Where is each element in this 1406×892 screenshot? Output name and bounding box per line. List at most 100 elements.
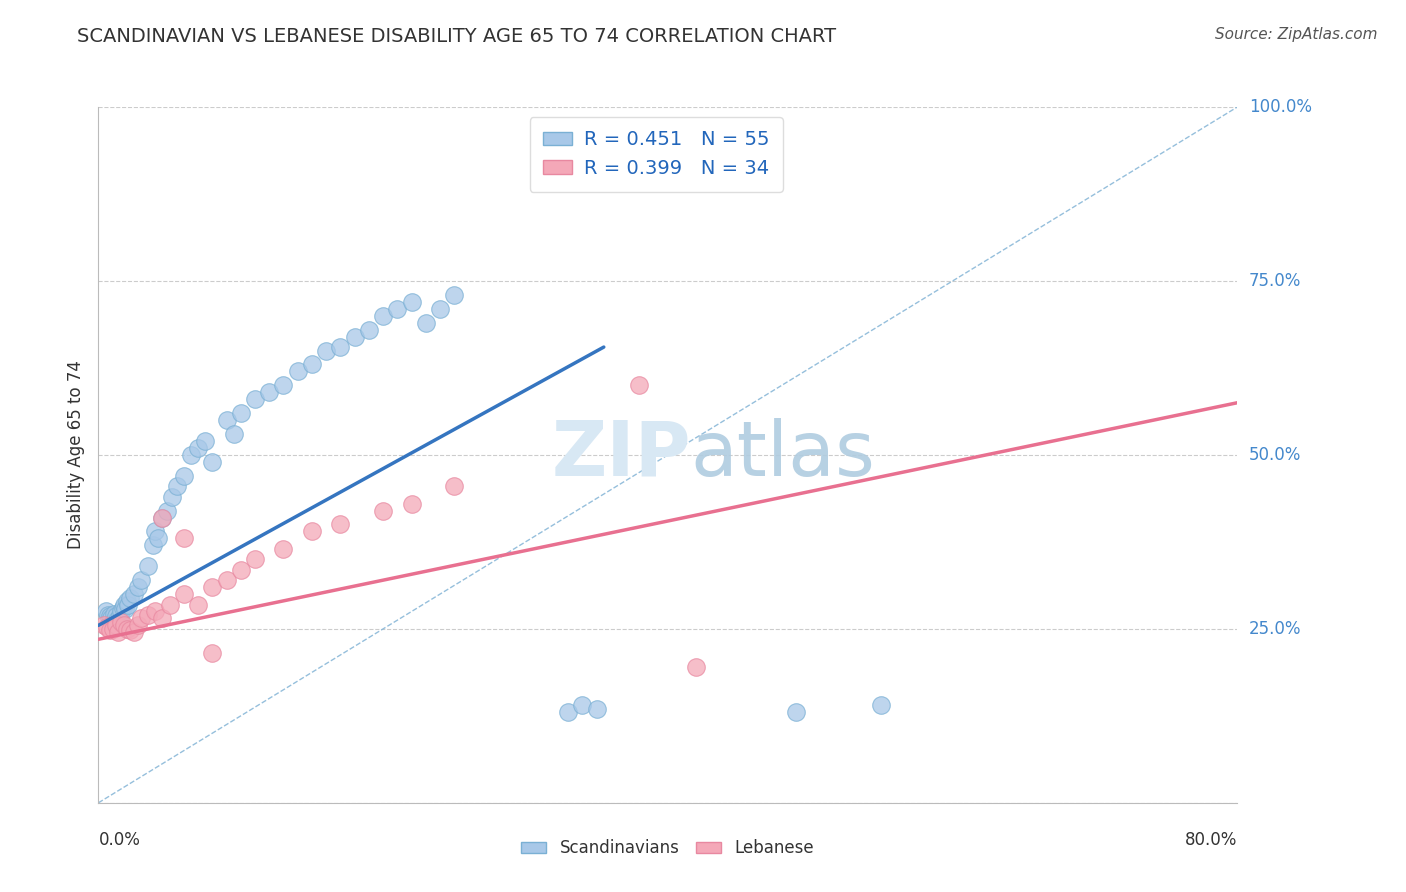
Text: ZIP: ZIP [551,418,690,491]
Point [98,624,121,638]
Point [273,541,295,556]
Point [127,580,149,594]
Point [97,607,120,622]
Point [315,343,337,358]
Point [108,607,131,622]
Point [112,598,135,612]
Point [162,490,184,504]
Point [215,573,238,587]
Point [118,591,141,605]
Point [301,358,323,372]
Point [105,613,128,627]
Point [373,503,395,517]
Point [111,601,134,615]
Point [101,615,124,629]
Point [104,609,127,624]
Point [229,563,252,577]
Point [115,594,138,608]
Point [243,392,266,407]
Text: 25.0%: 25.0% [1249,620,1301,638]
Point [387,301,409,316]
Text: 75.0%: 75.0% [1249,272,1301,290]
Point [107,625,129,640]
Point [94,605,117,619]
Point [103,607,125,621]
Point [785,706,807,720]
Point [273,378,295,392]
Point [429,301,451,316]
Point [141,538,163,552]
Point [118,624,141,638]
Point [259,385,281,400]
Point [129,611,152,625]
Point [110,605,132,619]
Point [148,532,170,546]
Point [215,413,238,427]
Point [114,602,136,616]
Point [100,611,122,625]
Y-axis label: Disability Age 65 to 74: Disability Age 65 to 74 [66,360,84,549]
Point [104,618,127,632]
Point [373,309,395,323]
Point [96,620,118,634]
Point [357,323,380,337]
Text: atlas: atlas [690,418,876,491]
Point [343,329,366,343]
Text: Source: ZipAtlas.com: Source: ZipAtlas.com [1215,27,1378,42]
Point [166,479,188,493]
Point [201,580,224,594]
Point [180,448,202,462]
Point [628,378,651,392]
Text: SCANDINAVIAN VS LEBANESE DISABILITY AGE 65 TO 74 CORRELATION CHART: SCANDINAVIAN VS LEBANESE DISABILITY AGE … [77,27,837,45]
Point [685,660,707,674]
Point [243,552,266,566]
Point [222,427,245,442]
Point [173,468,195,483]
Point [870,698,893,713]
Point [110,615,132,629]
Point [194,434,217,448]
Point [415,316,437,330]
Point [93,618,115,632]
Point [443,288,465,302]
Point [201,455,224,469]
Point [152,510,174,524]
Point [122,625,145,640]
Point [129,573,152,587]
Point [187,598,209,612]
Point [159,598,181,612]
Point [329,340,352,354]
Point [557,706,579,720]
Point [173,532,195,546]
Point [173,587,195,601]
Point [156,503,179,517]
Point [122,587,145,601]
Point [145,524,167,539]
Point [401,294,423,309]
Point [585,702,607,716]
Point [201,646,224,660]
Point [287,364,309,378]
Point [443,479,465,493]
Point [145,605,167,619]
Point [152,510,174,524]
Point [98,609,121,624]
Legend: Scandinavians, Lebanese: Scandinavians, Lebanese [515,833,821,864]
Point [127,618,149,632]
Point [101,622,124,636]
Point [136,607,159,622]
Text: 100.0%: 100.0% [1249,98,1312,116]
Text: 50.0%: 50.0% [1249,446,1301,464]
Point [571,698,593,713]
Point [112,618,135,632]
Text: 80.0%: 80.0% [1185,830,1237,848]
Point [329,517,352,532]
Point [152,611,174,625]
Point [401,497,423,511]
Text: 0.0%: 0.0% [98,830,141,848]
Point [187,441,209,455]
Point [117,598,139,612]
Point [229,406,252,420]
Point [115,622,138,636]
Point [301,524,323,539]
